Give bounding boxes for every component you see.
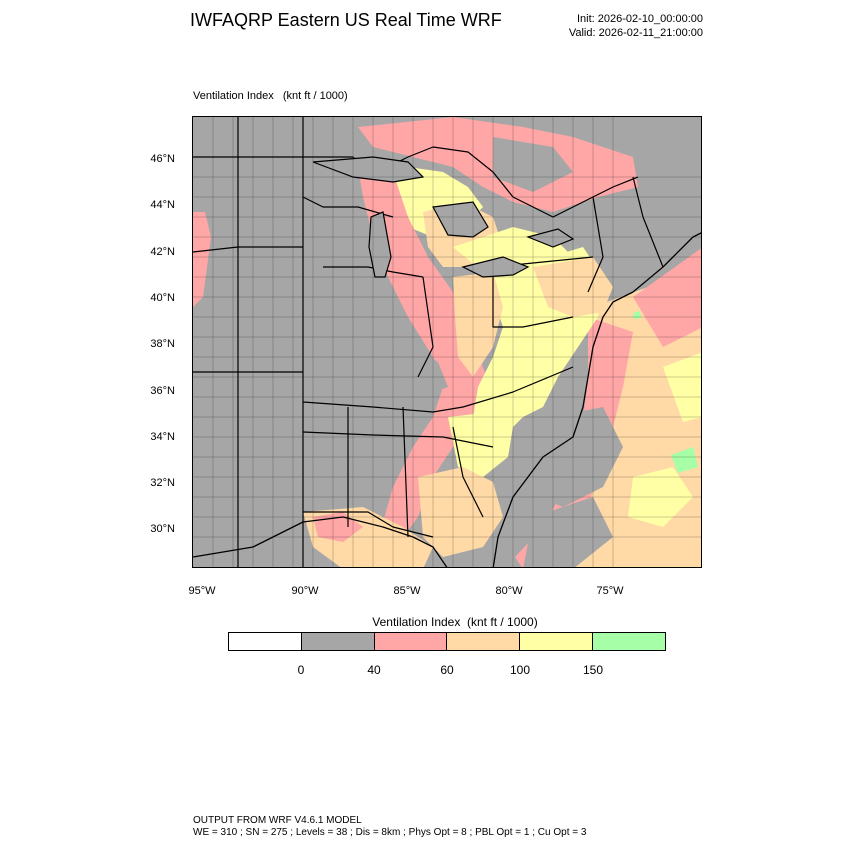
colorbar-segment bbox=[229, 633, 302, 650]
lat-tick-label: 32°N bbox=[150, 477, 175, 490]
model-info-line1: OUTPUT FROM WRF V4.6.1 MODEL bbox=[193, 815, 362, 826]
lat-tick-label: 34°N bbox=[150, 430, 175, 443]
lon-tick-label: 75°W bbox=[596, 585, 624, 597]
colorbar-label: 150 bbox=[582, 663, 604, 677]
lat-tick-label: 36°N bbox=[150, 384, 175, 397]
ocean-green-patch bbox=[671, 447, 698, 473]
county-grid bbox=[193, 117, 701, 567]
model-info: OUTPUT FROM WRF V4.6.1 MODEL WE = 310 ; … bbox=[193, 815, 586, 839]
colorbar-segment bbox=[301, 633, 375, 650]
map-title: IWFAQRP Eastern US Real Time WRF bbox=[190, 10, 502, 30]
valid-time: Valid: 2026-02-11_21:00:00 bbox=[568, 27, 703, 39]
kentucky-gray bbox=[353, 342, 448, 397]
lat-tick-label: 44°N bbox=[150, 199, 175, 212]
colorbar-label: 0 bbox=[297, 663, 305, 677]
mid-atlantic-peach bbox=[453, 272, 503, 377]
lat-tick-label: 46°N bbox=[150, 153, 175, 165]
map-panel bbox=[192, 116, 702, 568]
ocean-pink-band bbox=[515, 317, 633, 567]
west-pink-strip bbox=[193, 212, 211, 307]
lon-tick-label: 95°W bbox=[188, 585, 216, 597]
colorbar-label: 100 bbox=[509, 663, 531, 677]
colorbar-title: Ventilation Index (knt ft / 1000) bbox=[372, 615, 538, 629]
colorbar-segment bbox=[520, 633, 594, 650]
colorbar-label: 40 bbox=[367, 663, 381, 677]
field-label: Ventilation Index (knt ft / 1000) bbox=[193, 90, 348, 102]
great-lakes bbox=[312, 156, 575, 278]
ocean-gray-patch-south bbox=[523, 497, 613, 567]
southeast-peach bbox=[418, 467, 503, 557]
model-info-line2: WE = 310 ; SN = 275 ; Levels = 38 ; Dis … bbox=[193, 827, 587, 838]
lon-tick-label: 80°W bbox=[495, 585, 523, 597]
lon-tick-label: 90°W bbox=[291, 585, 319, 597]
colorbar-label: 60 bbox=[440, 663, 454, 677]
lat-tick-label: 30°N bbox=[150, 523, 175, 536]
ocean-pink-patch-ne bbox=[633, 248, 701, 347]
lat-tick-label: 40°N bbox=[150, 291, 175, 304]
midwest-pink-corridor bbox=[358, 167, 493, 537]
map-canvas bbox=[193, 117, 701, 567]
colorbar bbox=[228, 632, 666, 651]
lon-tick-label: 85°W bbox=[393, 585, 421, 597]
lat-tick-label: 38°N bbox=[150, 338, 175, 351]
colorbar-segment bbox=[593, 633, 665, 650]
lat-tick-label: 42°N bbox=[150, 245, 175, 258]
colorbar-segment bbox=[447, 633, 521, 650]
colorbar-segment bbox=[374, 633, 448, 650]
init-time: Init: 2026-02-10_00:00:00 bbox=[577, 13, 703, 25]
ocean-yellow-patch-east bbox=[663, 352, 701, 422]
